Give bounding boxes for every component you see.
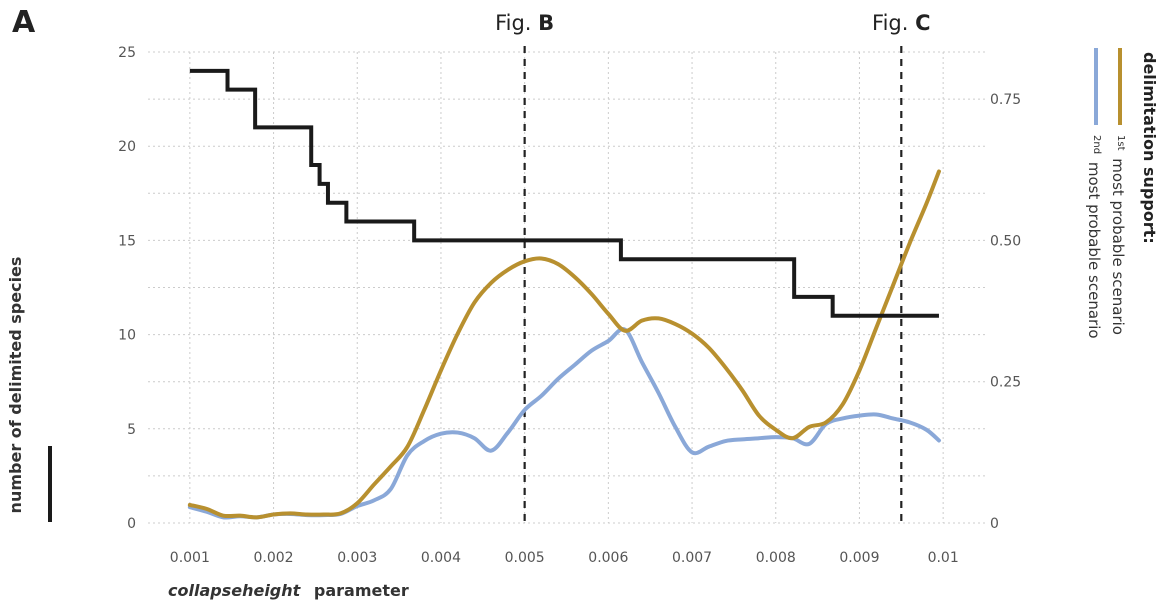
series-layer <box>187 68 941 520</box>
x-tick-label: 0.004 <box>421 550 461 566</box>
reference-lines: Fig. B Fig. C <box>495 11 931 523</box>
y-left-tick-label: 25 <box>118 45 136 61</box>
y-axis-title-left: number of delimited species <box>6 257 25 514</box>
y-left-tick-label: 15 <box>118 233 136 249</box>
legend-entry-first: 1st most probable scenario <box>1109 135 1132 335</box>
x-tick-label: 0.01 <box>928 550 959 566</box>
y-right-tick-label: 0.75 <box>990 92 1021 108</box>
species-count-step-line <box>189 68 939 318</box>
legend-entry-first-text: most probable scenario <box>1109 158 1127 335</box>
x-axis-title-italic: collapseheight <box>168 581 302 600</box>
reference-line-label-prefix: Fig. <box>495 11 538 35</box>
x-tick-label: 0.007 <box>672 550 712 566</box>
x-tick-label: 0.006 <box>588 550 628 566</box>
x-axis-title: collapseheight parameter <box>168 581 409 600</box>
legend: delimitation support: 1st most probable … <box>1085 48 1159 339</box>
y-left-tick-label: 10 <box>118 328 136 344</box>
x-tick-label: 0.001 <box>170 550 210 566</box>
legend-title: delimitation support: <box>1140 52 1159 244</box>
y-right-tick-label: 0.50 <box>990 233 1021 249</box>
y-left-tick-label: 20 <box>118 139 136 155</box>
y-right-tick-label: 0.25 <box>990 375 1021 391</box>
y-axis-right: 0 0.25 0.50 0.75 <box>990 92 1021 532</box>
first-scenario-line <box>187 169 941 520</box>
legend-entry-second: 2nd most probable scenario <box>1085 135 1108 339</box>
reference-line-label-letter: B <box>538 11 554 35</box>
x-axis-title-rest: parameter <box>314 581 409 600</box>
x-axis: 0.001 0.002 0.003 0.004 0.005 0.006 0.007 0.008… <box>170 550 959 566</box>
legend-entry-second-text: most probable scenario <box>1085 162 1103 339</box>
y-right-tick-label: 0 <box>990 516 999 532</box>
y-left-tick-label: 5 <box>127 422 136 438</box>
reference-line-label: Fig. B <box>495 11 554 35</box>
y-axis-left: 0 5 10 15 20 25 <box>118 45 136 532</box>
reference-line-label: Fig. C <box>872 11 931 35</box>
reference-line-label-prefix: Fig. <box>872 11 915 35</box>
legend-entry-second-sup: 2nd <box>1091 135 1102 154</box>
grid <box>148 51 985 524</box>
x-tick-label: 0.002 <box>254 550 294 566</box>
x-tick-label: 0.003 <box>337 550 377 566</box>
x-tick-label: 0.008 <box>756 550 796 566</box>
legend-entry-first-sup: 1st <box>1115 135 1126 151</box>
panel-letter: A <box>12 5 36 40</box>
reference-line-label-letter: C <box>915 11 930 35</box>
x-tick-label: 0.005 <box>505 550 545 566</box>
x-tick-label: 0.009 <box>839 550 879 566</box>
y-left-tick-label: 0 <box>127 516 136 532</box>
